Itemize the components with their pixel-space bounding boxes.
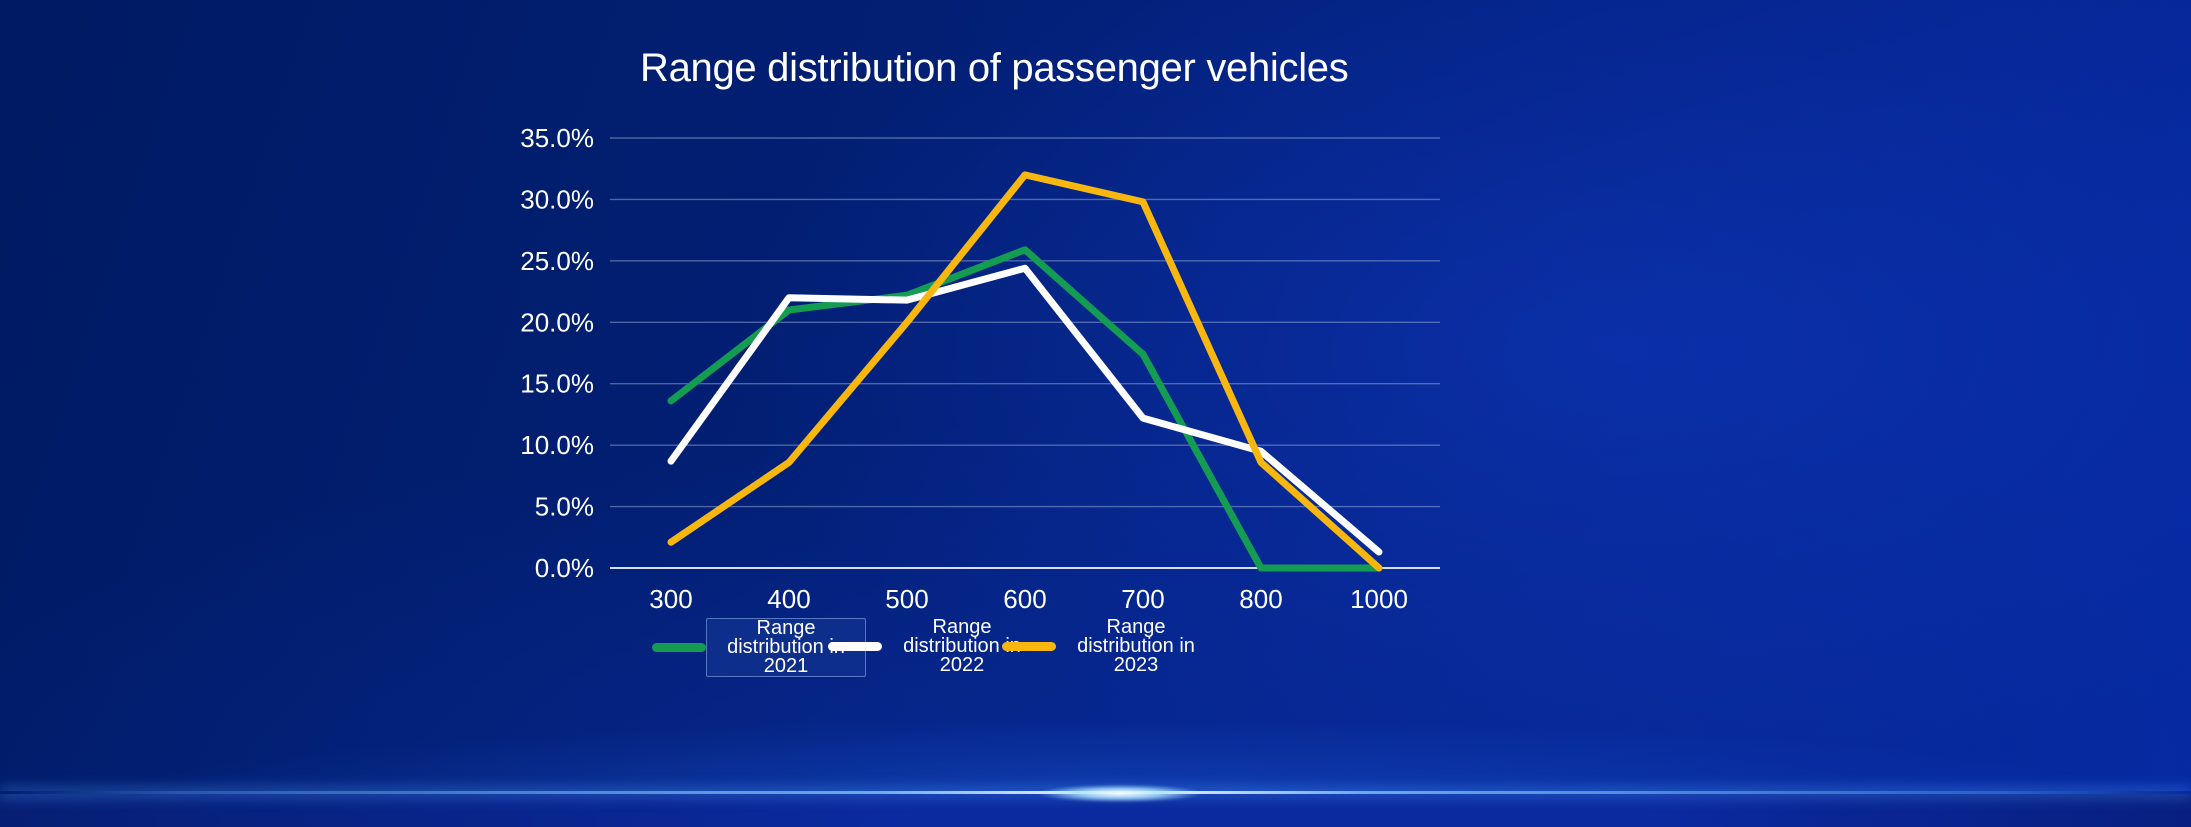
series-line-2021 — [667, 246, 1383, 572]
legend-swatch-2022-icon — [828, 642, 882, 651]
y-tick-label: 20.0% — [520, 307, 594, 337]
x-tick-label: 300 — [649, 584, 692, 614]
legend-item-2023[interactable]: Range distribution in 2023 — [1002, 616, 1204, 676]
series-line-2022 — [667, 264, 1383, 556]
y-tick-label: 25.0% — [520, 246, 594, 276]
legend-item-2022[interactable]: Range distribution in 2022 — [828, 616, 1030, 676]
legend-swatch-2021-icon — [652, 643, 706, 652]
y-tick-label: 35.0% — [520, 123, 594, 153]
y-tick-label: 10.0% — [520, 430, 594, 460]
series-line-2023 — [667, 171, 1383, 572]
chart-title: Range distribution of passenger vehicles — [640, 46, 1349, 90]
x-tick-label: 600 — [1003, 584, 1046, 614]
y-tick-label: 5.0% — [535, 492, 594, 522]
x-tick-label: 400 — [767, 584, 810, 614]
y-tick-label: 0.0% — [535, 553, 594, 583]
x-tick-label: 800 — [1239, 584, 1282, 614]
x-tick-label: 1000 — [1350, 584, 1408, 614]
legend-label-2022[interactable]: Range distribution in 2022 — [903, 616, 1021, 676]
y-tick-label: 15.0% — [520, 369, 594, 399]
x-tick-label: 700 — [1121, 584, 1164, 614]
glow-core-highlight — [1010, 781, 1230, 805]
y-tick-label: 30.0% — [520, 184, 594, 214]
legend-swatch-2023-icon — [1002, 642, 1056, 651]
x-tick-label: 500 — [885, 584, 928, 614]
legend-label-2023[interactable]: Range distribution in 2023 — [1077, 616, 1195, 676]
